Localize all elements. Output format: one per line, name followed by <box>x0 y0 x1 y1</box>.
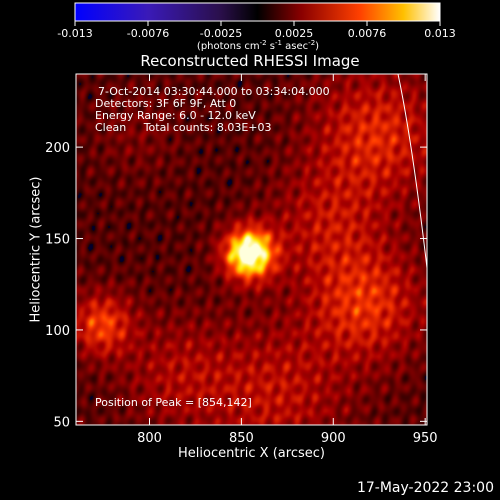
colorbar-tick-label: 0.0076 <box>348 27 387 40</box>
colorbar-tick-label: 0.0025 <box>275 27 314 40</box>
plot-title: Reconstructed RHESSI Image <box>140 52 360 70</box>
peak-position-text: Position of Peak = [854,142] <box>95 396 252 409</box>
x-tick-label: 950 <box>413 431 438 446</box>
colorbar-tick-label: -0.0025 <box>200 27 242 40</box>
rhessi-image <box>76 74 427 425</box>
colorbar-tick-label: -0.0076 <box>127 27 169 40</box>
x-tick-label: 800 <box>137 431 162 446</box>
y-tick-label: 150 <box>45 233 70 248</box>
colorbar-units: (photons cm-2 s-1 asec-2) <box>197 39 319 52</box>
x-tick-label: 850 <box>229 431 254 446</box>
y-tick-label: 100 <box>45 324 70 339</box>
energy-range-info: Energy Range: 6.0 - 12.0 keV <box>95 109 256 122</box>
detectors-info: Detectors: 3F 6F 9F, Att 0 <box>95 97 237 110</box>
clean-counts-info: Clean Total counts: 8.03E+03 <box>95 121 272 134</box>
y-tick-label: 50 <box>53 415 70 430</box>
solar-limb <box>397 73 428 269</box>
colorbar-tick-label: -0.013 <box>57 27 92 40</box>
y-ticks: 50 100 150 200 <box>45 141 427 430</box>
colorbar-tick-label: 0.013 <box>424 27 456 40</box>
x-tick-label: 900 <box>321 431 346 446</box>
colorbar-ticks <box>74 21 441 26</box>
colorbar: -0.013 -0.0076 -0.0025 0.0025 0.0076 0.0… <box>57 2 456 52</box>
render-timestamp: 17-May-2022 23:00 <box>356 480 494 496</box>
y-tick-label: 200 <box>45 141 70 156</box>
colorbar-gradient <box>74 2 441 22</box>
plot-frame <box>75 73 428 426</box>
observation-time: 7-Oct-2014 03:30:44.000 to 03:34:04.000 <box>98 85 330 98</box>
y-axis-label: Heliocentric Y (arcsec) <box>28 176 44 323</box>
x-axis-label: Heliocentric X (arcsec) <box>178 446 325 461</box>
x-ticks: 800 850 900 950 <box>137 74 438 446</box>
